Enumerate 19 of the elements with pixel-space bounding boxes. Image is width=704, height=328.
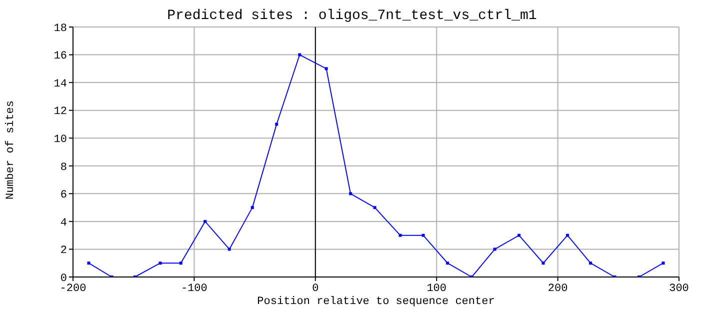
y-axis-title: Number of sites [5,100,17,200]
y-tick-label: 2 [60,245,67,258]
x-tick-label: 0 [312,282,319,295]
y-tick-label: 14 [54,78,68,90]
x-tick-label: 100 [426,282,447,295]
y-tick-label: 10 [54,134,67,146]
y-tick-label: 8 [60,162,67,174]
y-tick-label: 16 [54,50,67,63]
y-tick-label: 4 [60,217,68,230]
x-tick-label: -200 [60,282,86,295]
y-tick-label: 6 [60,190,67,202]
y-tick-label: 12 [54,106,67,118]
x-axis-title: Position relative to sequence center [256,296,496,308]
x-tick-label: 200 [548,282,568,295]
x-tick-label: -100 [180,282,208,295]
y-tick-label: 18 [54,22,67,35]
chart-title: Predicted sites : oligos_7nt_test_vs_ctrl_m1 [166,8,538,24]
x-tick-label: 300 [669,282,689,295]
y-tick-label: 0 [60,272,67,285]
